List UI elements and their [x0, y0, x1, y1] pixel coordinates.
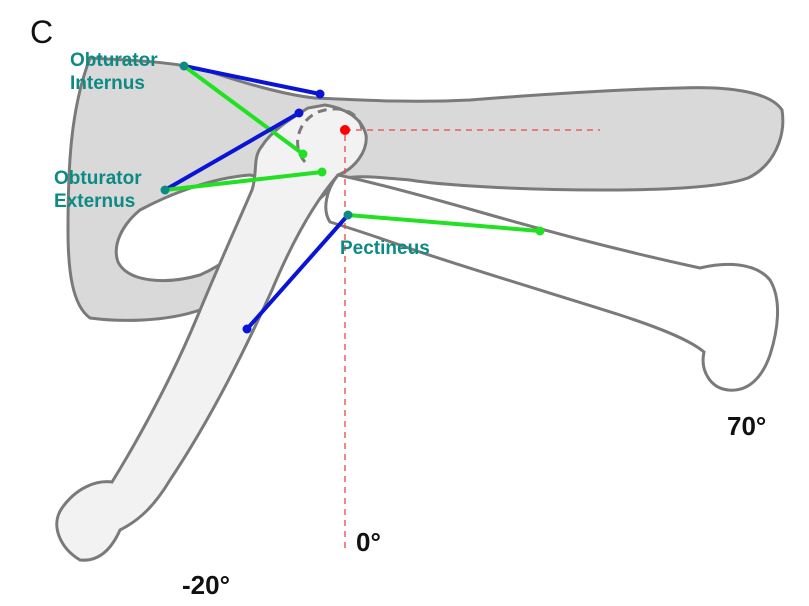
obturator-externus-insertion-blue-point — [294, 108, 304, 118]
obturator-externus-line-blue — [164, 111, 300, 192]
obturator-externus-line-green — [164, 170, 323, 192]
label-obturator-externus-line2: Externus — [54, 191, 136, 212]
pectineus-insertion-green-point — [535, 226, 545, 236]
label-obturator-internus-line1: Obturator — [70, 50, 158, 71]
angle-label-zero: 0° — [356, 527, 381, 557]
angle-label-abduction: 70° — [727, 411, 767, 441]
pectineus-origin-point — [343, 210, 353, 220]
pectineus-insertion-blue-point — [242, 324, 252, 334]
panel-letter: C — [30, 14, 54, 50]
angle-label-adduction: -20° — [182, 570, 230, 600]
pectineus-line-blue — [245, 213, 350, 331]
femur-abducted-shape — [324, 173, 780, 392]
obturator-internus-line-green — [182, 64, 305, 156]
obturator-internus-line-blue — [183, 64, 321, 96]
obturator-internus-insertion-blue-point — [315, 89, 325, 99]
hip-center-point — [340, 125, 350, 135]
obturator-internus-origin-point — [179, 61, 189, 71]
label-obturator-internus: Obturator Internus — [70, 49, 158, 95]
label-obturator-internus-line2: Internus — [70, 73, 145, 94]
label-obturator-externus: Obturator Externus — [54, 167, 142, 213]
obturator-internus-insertion-green-point — [298, 149, 308, 159]
label-obturator-externus-line1: Obturator — [54, 168, 142, 189]
label-pectineus: Pectineus — [340, 238, 430, 259]
obturator-externus-insertion-green-point — [317, 167, 327, 177]
pectineus-line-green — [347, 213, 541, 233]
obturator-externus-origin-point — [160, 185, 170, 195]
femur-adducted-shape — [55, 103, 368, 562]
